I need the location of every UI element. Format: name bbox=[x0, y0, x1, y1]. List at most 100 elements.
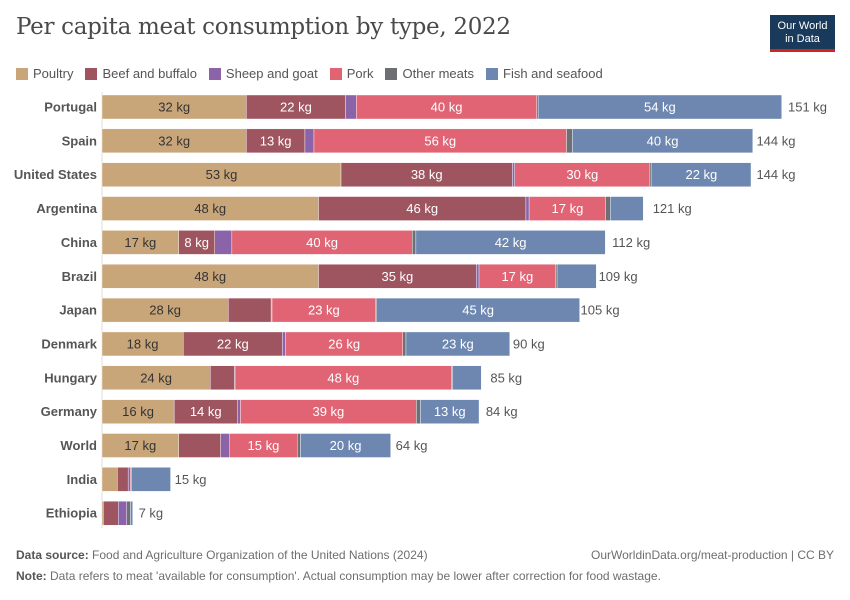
bar-segment[interactable] bbox=[556, 264, 597, 289]
bar-segment[interactable] bbox=[512, 162, 515, 187]
logo-line1: Our World bbox=[777, 20, 828, 32]
bar-segment[interactable] bbox=[231, 230, 413, 255]
bar-segment[interactable] bbox=[210, 365, 235, 390]
owid-logo[interactable]: Our World in Data bbox=[770, 15, 835, 52]
bar-segment[interactable] bbox=[127, 467, 131, 492]
category-label: Hungary bbox=[44, 370, 98, 385]
bar-segment[interactable] bbox=[605, 196, 611, 221]
bar-segment[interactable] bbox=[514, 162, 651, 187]
segment-label: 17 kg bbox=[552, 201, 584, 216]
bar-segment[interactable] bbox=[649, 162, 652, 187]
bar-segment[interactable] bbox=[101, 264, 319, 289]
source-text[interactable]: Food and Agriculture Organization of the… bbox=[92, 548, 428, 562]
bar-segment[interactable] bbox=[240, 399, 417, 424]
bar-segment[interactable] bbox=[452, 365, 482, 390]
category-label: Spain bbox=[62, 133, 97, 148]
bar-segment[interactable] bbox=[376, 297, 580, 323]
bar-segment[interactable] bbox=[228, 297, 272, 323]
bar-segment[interactable] bbox=[131, 467, 171, 492]
category-label: Argentina bbox=[36, 201, 97, 216]
bar-segment[interactable] bbox=[237, 399, 241, 424]
bar-segment[interactable] bbox=[101, 331, 184, 357]
bar-segment[interactable] bbox=[101, 433, 179, 458]
segment-label: 15 kg bbox=[248, 438, 280, 453]
bar-segment[interactable] bbox=[246, 94, 346, 120]
bar-segment[interactable] bbox=[271, 297, 376, 323]
bar-segment[interactable] bbox=[420, 399, 480, 424]
bar-segment[interactable] bbox=[572, 128, 753, 154]
bar-segment[interactable] bbox=[478, 264, 556, 289]
bar-segment[interactable] bbox=[246, 128, 306, 154]
legend-label: Sheep and goat bbox=[225, 66, 318, 81]
bar-segment[interactable] bbox=[416, 399, 421, 424]
note-label: Note: bbox=[16, 569, 47, 583]
bar-segment[interactable] bbox=[300, 433, 391, 458]
bar-segment[interactable] bbox=[101, 162, 342, 187]
legend-label: Poultry bbox=[33, 66, 74, 81]
bar-segment[interactable] bbox=[537, 94, 782, 120]
bar-segment[interactable] bbox=[318, 264, 477, 289]
bar-segment[interactable] bbox=[117, 467, 129, 492]
source-label: Data source: bbox=[16, 548, 89, 562]
bar-segment[interactable] bbox=[610, 196, 644, 221]
bar-segment[interactable] bbox=[214, 230, 233, 255]
bar-segment[interactable] bbox=[101, 128, 247, 154]
bar-segment[interactable] bbox=[229, 433, 298, 458]
bar-segment[interactable] bbox=[220, 433, 230, 458]
legend-item[interactable]: Fish and seafood bbox=[486, 66, 603, 81]
bar-segment[interactable] bbox=[476, 264, 480, 289]
segment-label: 13 kg bbox=[434, 404, 466, 419]
bar-segment[interactable] bbox=[101, 196, 319, 221]
legend-item[interactable]: Sheep and goat bbox=[208, 66, 318, 81]
bar-segment[interactable] bbox=[103, 501, 119, 526]
total-label: 109 kg bbox=[599, 269, 638, 284]
bar-segment[interactable] bbox=[415, 230, 606, 255]
bar-segment[interactable] bbox=[555, 264, 558, 289]
legend: Poultry Beef and buffalo Sheep and goat Por… bbox=[16, 66, 603, 81]
segment-label: 17 kg bbox=[124, 438, 156, 453]
bar-segment[interactable] bbox=[118, 501, 128, 526]
legend-item[interactable]: Beef and buffalo bbox=[85, 66, 197, 81]
legend-item[interactable]: Other meats bbox=[385, 66, 474, 81]
bar-segment[interactable] bbox=[182, 331, 283, 357]
bar-segment[interactable] bbox=[651, 162, 752, 187]
bar-segment[interactable] bbox=[126, 501, 131, 526]
bar-segment[interactable] bbox=[405, 331, 510, 357]
bar-segment[interactable] bbox=[566, 128, 573, 154]
bar-segment[interactable] bbox=[318, 196, 527, 221]
bar-segment[interactable] bbox=[525, 196, 530, 221]
bar-segment[interactable] bbox=[178, 230, 215, 255]
bar-segment[interactable] bbox=[282, 331, 286, 357]
bar-segment[interactable] bbox=[285, 331, 404, 357]
bar-segment[interactable] bbox=[304, 128, 315, 154]
bar-segment[interactable] bbox=[101, 297, 229, 323]
total-label: 84 kg bbox=[486, 404, 518, 419]
segment-label: 17 kg bbox=[124, 235, 156, 250]
bar-segment[interactable] bbox=[101, 230, 179, 255]
legend-item[interactable]: Pork bbox=[329, 66, 373, 81]
bar-segment[interactable] bbox=[101, 467, 118, 492]
bar-segment[interactable] bbox=[402, 331, 407, 357]
bar-segment[interactable] bbox=[130, 501, 133, 526]
bar-segment[interactable] bbox=[356, 94, 537, 120]
bar-segment[interactable] bbox=[340, 162, 513, 187]
bar-segment[interactable] bbox=[101, 399, 175, 424]
bar-segment[interactable] bbox=[173, 399, 238, 424]
bar-segment[interactable] bbox=[297, 433, 301, 458]
bar-segment[interactable] bbox=[412, 230, 417, 255]
bar-segment[interactable] bbox=[345, 94, 357, 120]
source-url[interactable]: OurWorldinData.org/meat-production | CC … bbox=[591, 548, 834, 562]
segment-label: 26 kg bbox=[328, 336, 360, 351]
legend-item[interactable]: Poultry bbox=[16, 66, 73, 81]
bar-segment[interactable] bbox=[101, 501, 104, 526]
segment-label: 35 kg bbox=[381, 269, 413, 284]
bar-segment[interactable] bbox=[101, 94, 247, 120]
segment-label: 16 kg bbox=[122, 404, 154, 419]
bar-segment[interactable] bbox=[536, 94, 539, 120]
total-label: 144 kg bbox=[756, 167, 795, 182]
legend-label: Beef and buffalo bbox=[102, 66, 197, 81]
bar-segment[interactable] bbox=[178, 433, 221, 458]
legend-swatch bbox=[329, 67, 342, 80]
category-label: Ethiopia bbox=[46, 506, 98, 521]
